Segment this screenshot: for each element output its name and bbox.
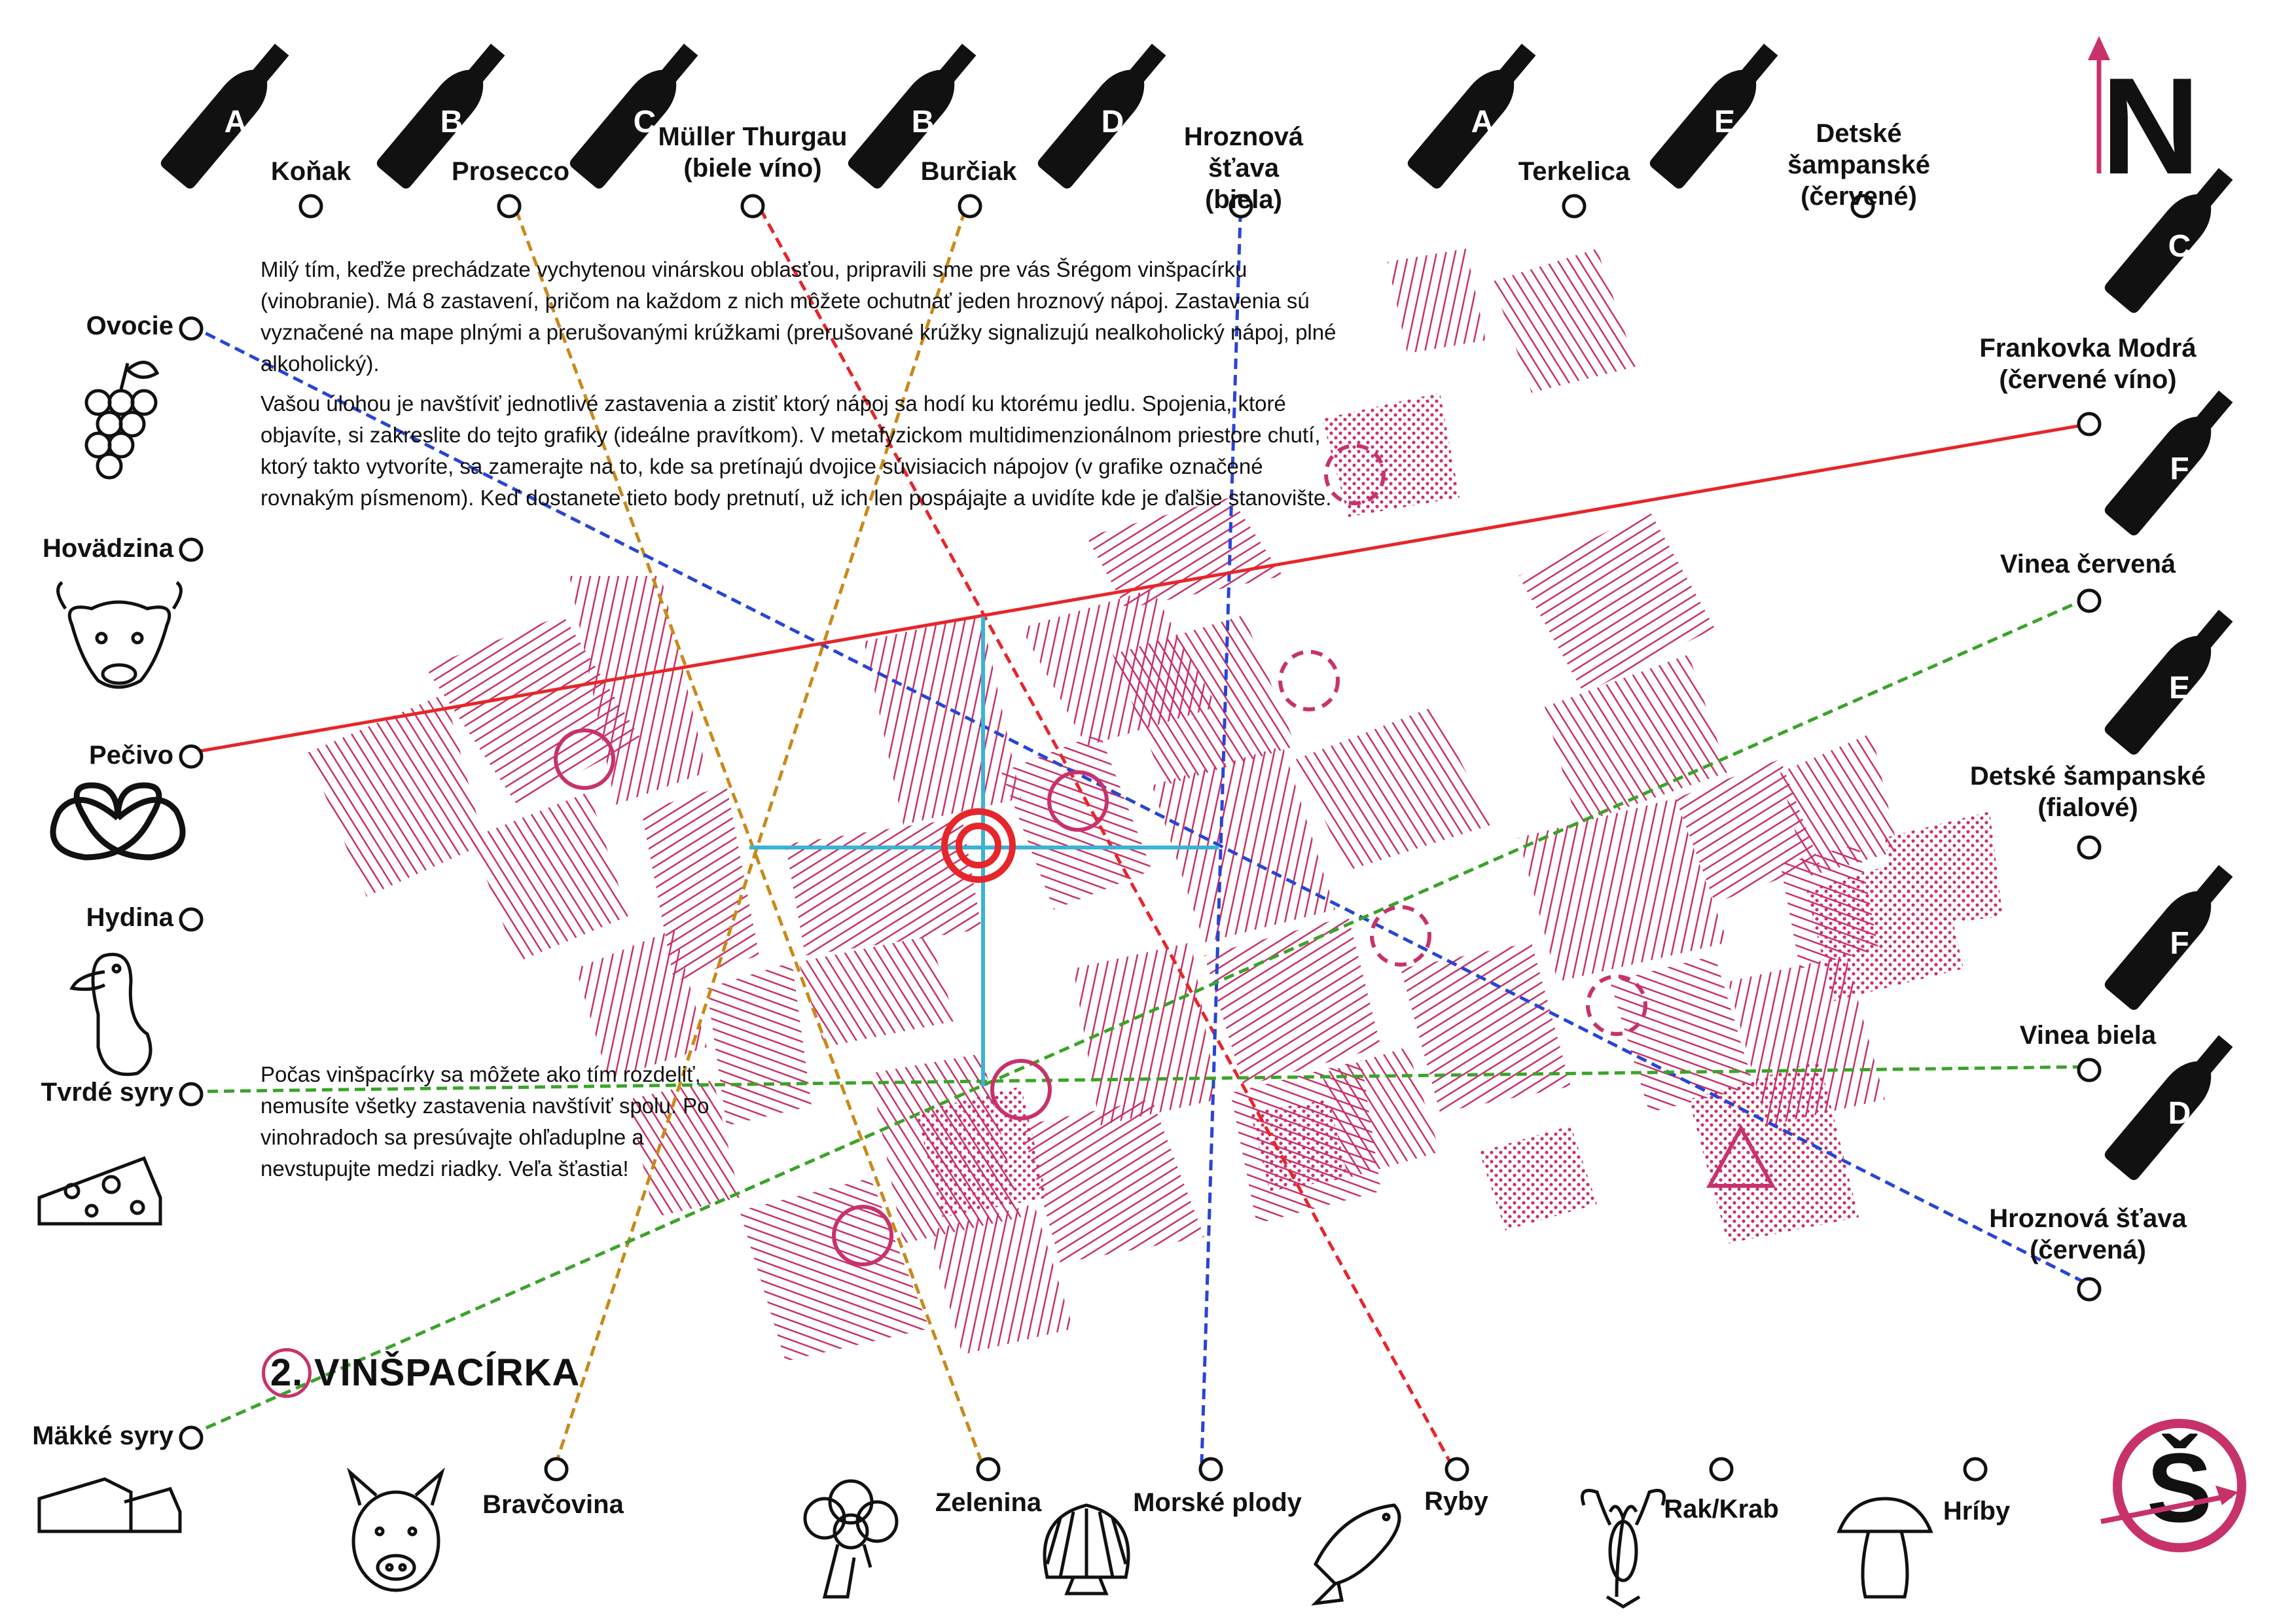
food-label-ovocie: Ovocie [86, 312, 173, 340]
svg-text:A: A [224, 105, 247, 139]
food-label-tvrde-syry: Tvrdé syry [41, 1078, 173, 1107]
line-ovocie-hroznova-cervena [190, 324, 2090, 1287]
wine-label-prosecco: Prosecco [451, 157, 570, 186]
line-tvrde-syry-vinea-biela [190, 1065, 2090, 1094]
food-label-zelenina: Zelenina [935, 1488, 1042, 1517]
line-pecivo-frankovka [190, 422, 2090, 755]
food-label-rak-krab: Rak/Krab [1664, 1495, 1779, 1524]
svg-text:C: C [2168, 229, 2191, 264]
station-dashed [1324, 444, 1386, 505]
svg-text:E: E [1714, 105, 1735, 139]
duck-icon [69, 953, 152, 1077]
station-dashed [1586, 974, 1647, 1036]
title-text: VINŠPACÍRKA [314, 1351, 581, 1394]
line-prosecco-zelenina [509, 194, 984, 1463]
wine-label-konak: Koňak [270, 157, 351, 186]
hard-cheese-icon [37, 1156, 162, 1226]
triangle-marker [1706, 1124, 1776, 1188]
food-label-bravcovina: Bravčovina [482, 1490, 624, 1519]
food-label-ryby: Ryby [1424, 1487, 1488, 1516]
station-dashed [1370, 905, 1431, 967]
food-label-hovadzina: Hovädzina [42, 534, 173, 563]
svg-text:F: F [2170, 926, 2189, 961]
pig-icon [347, 1467, 445, 1592]
intro-paragraph: Milý tím, keďže prechádzate vychytenou v… [260, 257, 1336, 376]
wine-label-vinea-cervena: Vinea červená [2000, 550, 2176, 579]
svg-text:B: B [912, 105, 935, 139]
station-solid [554, 728, 615, 790]
food-label-makke-syry: Mäkké syry [32, 1421, 173, 1450]
svg-text:B: B [440, 105, 463, 139]
station-dashed [1278, 650, 1340, 711]
endpoint-circles [179, 194, 2102, 1482]
bull-icon [56, 580, 183, 689]
svg-text:Š: Š [2147, 1433, 2212, 1543]
soft-cheese-icon [37, 1477, 182, 1533]
line-makke-syry-vinea-cervena [190, 596, 2090, 1436]
svg-text:D: D [2168, 1096, 2191, 1131]
wine-label-terkelica: Terkelica [1518, 157, 1630, 186]
intro-paragraph: Vašou úlohou je navštíviť jednotlivé zas… [260, 391, 1332, 510]
compass-icon: N [2088, 36, 2200, 203]
line-hroznova-biela-morske-plody [1200, 194, 1243, 1463]
food-label-pecivo: Pečivo [89, 741, 173, 770]
fish-icon [1311, 1503, 1401, 1606]
wine-label-detske-fialove: Detské šampanské (fialové) [1969, 762, 2206, 822]
shell-icon [1043, 1503, 1130, 1596]
station-solid [1047, 770, 1109, 832]
bottles-right: C F E F D [2104, 168, 2233, 1181]
svg-text:C: C [634, 105, 656, 139]
target-marker [941, 808, 1016, 883]
mushroom-icon [1837, 1497, 1933, 1599]
wine-label-vinea-biela: Vinea biela [2019, 1021, 2157, 1050]
sregom-logo: Š [2100, 1419, 2246, 1552]
svg-text:D: D [1102, 105, 1124, 139]
svg-text:E: E [2169, 671, 2190, 705]
title-number: 2. [262, 1348, 312, 1398]
wine-label-hroznova-biela: Hroznová šťava (biela) [1183, 122, 1304, 214]
station-solid [990, 1059, 1052, 1120]
line-muller-ryby [751, 194, 1452, 1464]
map-stations [554, 444, 1776, 1266]
food-label-hydina: Hydina [86, 903, 173, 932]
station-solid [832, 1205, 893, 1266]
bottles-top: A B C B D A E [160, 43, 1778, 189]
wine-label-muller-thurgau: Müller Thurgau (biele víno) [658, 122, 848, 183]
grapes-icon [84, 361, 160, 480]
wine-label-detske-cervene: Detské šampanské (červené) [1787, 119, 1930, 211]
wine-label-burciak: Burčiak [920, 157, 1017, 186]
note-text: Počas vinšpacírky sa môžete ako tím rozd… [260, 1062, 709, 1181]
svg-text:N: N [2101, 49, 2200, 203]
wine-label-frankovka: Frankovka Modrá (červené víno) [1979, 334, 2197, 394]
solution-cross [749, 616, 1219, 1086]
broccoli-icon [803, 1479, 899, 1599]
food-label-morske-plody: Morské plody [1133, 1488, 1302, 1517]
food-label-hriby: Hríby [1943, 1497, 2011, 1525]
line-burciak-bravcovina [554, 194, 972, 1463]
page-title: 2. VINŠPACÍRKA [262, 1348, 580, 1398]
svg-text:F: F [2170, 452, 2189, 486]
pretzel-icon [50, 782, 186, 861]
wine-label-hroznova-cervena: Hroznová šťava (červená) [1989, 1204, 2187, 1264]
lobster-icon [1581, 1489, 1666, 1609]
svg-text:A: A [1471, 105, 1494, 139]
connection-lines [190, 194, 2090, 1464]
intro-text: Milý tím, keďže prechádzate vychytenou v… [260, 254, 1340, 523]
